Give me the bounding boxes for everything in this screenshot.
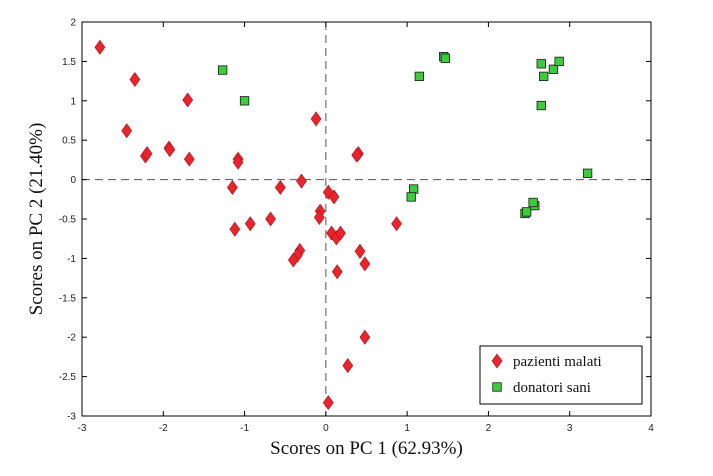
data-point-diamond xyxy=(227,179,238,195)
series-pazienti-malati xyxy=(94,39,402,411)
y-tick-label: 0.5 xyxy=(62,136,76,147)
data-point-diamond xyxy=(183,151,195,167)
x-tick-label: -1 xyxy=(240,423,249,434)
x-axis-title: Scores on PC 1 (62.93%) xyxy=(270,438,463,459)
y-axis-title: Scores on PC 2 (21.40%) xyxy=(26,123,47,316)
x-tick-label: 1 xyxy=(404,423,410,434)
data-point-diamond xyxy=(359,256,371,272)
data-point-square xyxy=(217,65,228,75)
data-point-diamond xyxy=(229,221,241,237)
data-point-square xyxy=(536,100,546,111)
data-point-diamond xyxy=(94,39,106,55)
series-donatori-sani xyxy=(217,52,593,219)
data-point-diamond xyxy=(274,179,286,195)
data-points xyxy=(94,39,593,411)
y-tick-label: 1 xyxy=(70,96,76,107)
legend-diamond-icon xyxy=(491,353,503,369)
y-tick-label: 0 xyxy=(70,175,76,186)
x-tick-label: -3 xyxy=(78,423,87,434)
y-tick-label: -3 xyxy=(67,412,76,423)
data-point-diamond xyxy=(244,216,256,232)
x-tick-label: 0 xyxy=(323,423,329,434)
legend-square-icon xyxy=(492,382,502,392)
data-point-diamond xyxy=(310,111,322,127)
data-point-diamond xyxy=(164,142,176,158)
data-point-diamond xyxy=(391,216,402,232)
data-point-diamond xyxy=(328,189,340,205)
data-point-diamond xyxy=(322,395,334,411)
data-point-square xyxy=(406,192,416,202)
data-point-diamond xyxy=(331,264,343,280)
data-point-square xyxy=(536,59,546,69)
data-point-diamond xyxy=(141,146,153,162)
legend-label-pazienti-malati: pazienti malati xyxy=(513,354,602,370)
data-point-diamond xyxy=(351,147,363,163)
x-tick-label: 4 xyxy=(648,423,654,434)
data-point-diamond xyxy=(354,243,366,259)
y-tick-label: 2 xyxy=(70,18,76,29)
data-point-diamond xyxy=(182,92,194,108)
data-point-diamond xyxy=(232,154,244,170)
data-point-square xyxy=(521,207,532,217)
y-tick-label: -2.5 xyxy=(59,372,77,383)
y-tick-label: -0.5 xyxy=(59,215,77,226)
x-tick-label: 3 xyxy=(567,423,573,434)
y-tick-label: 1.5 xyxy=(62,57,76,68)
data-point-diamond xyxy=(287,252,299,268)
data-point-square xyxy=(548,64,559,74)
legend: pazienti malati donatori sani xyxy=(479,345,643,405)
legend-marker-pazienti-malati xyxy=(491,353,503,369)
data-point-square xyxy=(440,53,450,63)
data-point-diamond xyxy=(265,211,276,227)
y-tick-label: -1.5 xyxy=(59,293,77,304)
tick-labels: -3 -2 -1 0 1 2 3 4 -3 -2.5 -2 -1.5 -1 -0.5 0 0.5 1 1.5 2 xyxy=(59,18,654,435)
data-point-square xyxy=(414,71,424,82)
reference-lines xyxy=(82,22,651,416)
y-tick-label: -1 xyxy=(67,254,76,265)
axis-ticks xyxy=(81,21,652,417)
data-point-square xyxy=(539,71,549,82)
data-point-square xyxy=(582,168,593,178)
x-tick-label: -2 xyxy=(159,423,168,434)
data-point-diamond xyxy=(342,358,354,374)
data-point-diamond xyxy=(296,173,307,189)
data-point-diamond xyxy=(359,329,371,345)
legend-label-donatori-sani: donatori sani xyxy=(513,380,591,396)
data-point-diamond xyxy=(129,72,141,88)
data-point-diamond xyxy=(121,123,133,139)
legend-box xyxy=(479,345,643,405)
data-point-diamond xyxy=(335,225,346,241)
legend-marker-donatori-sani xyxy=(492,382,502,392)
data-point-square xyxy=(528,197,538,208)
y-tick-label: -2 xyxy=(67,333,76,344)
x-tick-label: 2 xyxy=(486,423,492,434)
data-point-diamond xyxy=(313,209,325,225)
data-point-square xyxy=(239,96,250,106)
data-point-square xyxy=(408,184,419,194)
data-point-square xyxy=(554,56,564,67)
